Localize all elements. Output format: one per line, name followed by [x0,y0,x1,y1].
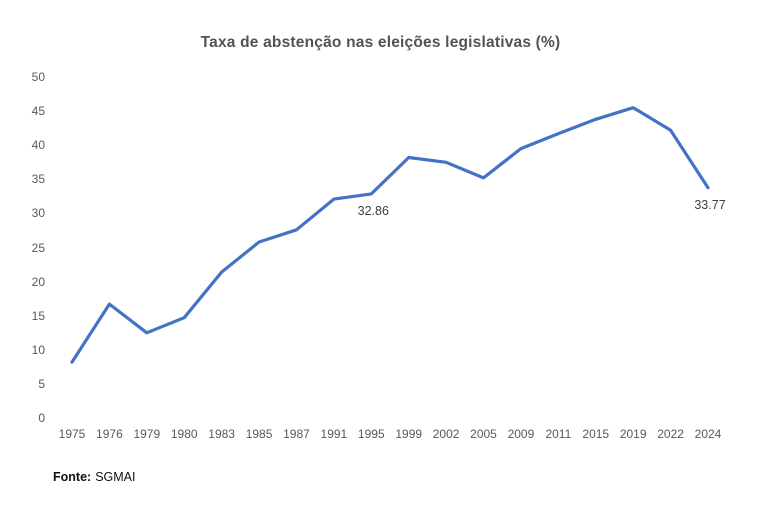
x-tick-label: 2022 [657,427,684,441]
abstention-line-series [70,106,710,364]
y-tick-label: 0 [38,411,45,425]
y-tick-label: 50 [31,70,45,84]
y-tick-label: 45 [31,104,45,119]
data-label: 32.86 [357,203,389,218]
x-tick-label: 1975 [58,427,86,441]
x-tick-label: 2011 [545,427,572,441]
y-tick-label: 20 [31,274,45,289]
x-tick-label: 1985 [245,427,273,441]
x-tick-label: 2019 [619,427,647,441]
y-tick-label: 5 [38,376,45,391]
y-tick-label: 10 [31,342,45,357]
data-label: 33.77 [694,197,726,212]
x-tick-label: 2015 [582,427,610,441]
x-tick-label: 1979 [133,427,161,441]
source-value: SGMAI [95,470,136,484]
source-label: Fonte: [53,470,92,484]
source-note: Fonte: SGMAI [53,470,135,484]
chart-title: Taxa de abstenção nas eleições legislati… [200,34,561,51]
y-tick-label: 40 [31,138,45,153]
x-tick-label: 2024 [694,427,722,441]
x-tick-label: 1983 [208,427,235,441]
x-tick-label: 1991 [320,427,348,441]
x-tick-label: 1976 [96,427,123,441]
y-tick-label: 35 [31,172,45,187]
y-tick-label: 25 [31,240,45,255]
x-tick-label: 1980 [170,427,198,441]
x-tick-label: 2009 [507,427,535,441]
x-tick-label: 2005 [470,427,497,441]
y-tick-label: 15 [31,308,45,323]
y-tick-label: 30 [31,206,45,221]
x-tick-label: 1995 [357,427,385,441]
x-tick-label: 2002 [432,427,460,441]
x-tick-label: 1987 [283,427,310,441]
x-tick-label: 1999 [395,427,423,441]
